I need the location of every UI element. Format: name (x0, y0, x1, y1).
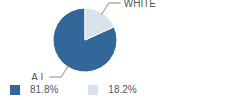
svg-text:WHITE: WHITE (124, 0, 157, 8)
html-text:18.2%: 18.2% (108, 84, 137, 95)
svg-text:A.I.: A.I. (31, 72, 46, 80)
html-text:81.8%: 81.8% (30, 84, 59, 95)
